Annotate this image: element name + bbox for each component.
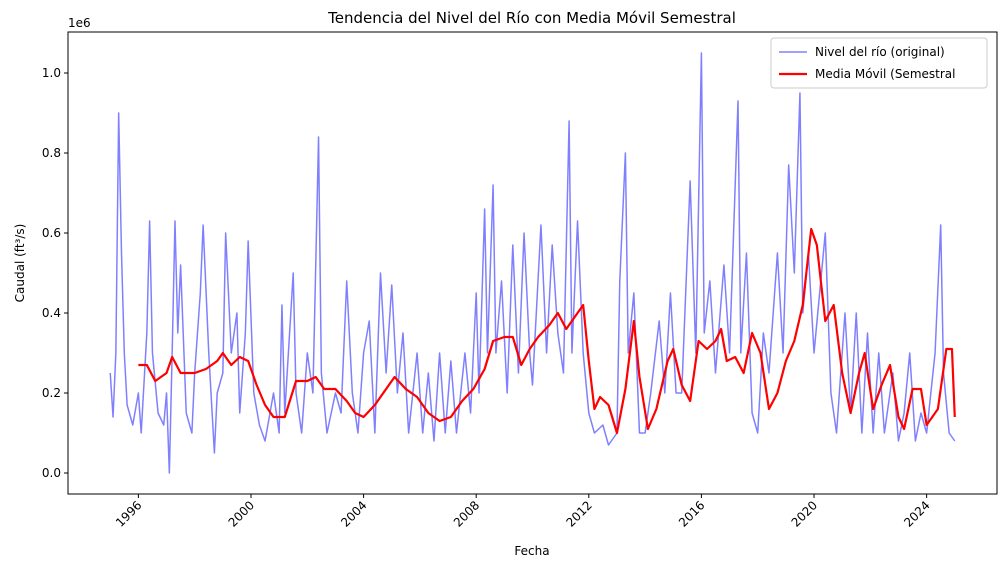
y-tick-label: 0.8 (42, 146, 61, 160)
x-tick-label: 1996 (113, 498, 144, 529)
x-tick-label: 2004 (338, 498, 369, 529)
y-offset-label: 1e6 (68, 16, 91, 30)
chart-title: Tendencia del Nivel del Río con Media Mó… (327, 9, 736, 27)
legend-box (770, 37, 988, 89)
legend-label: Media Móvil (Semestral (815, 67, 955, 81)
y-axis-label: Caudal (ft³/s) (13, 224, 27, 303)
x-tick-label: 2016 (676, 498, 707, 529)
y-tick-label: 0.4 (42, 306, 61, 320)
x-tick-label: 2024 (901, 498, 932, 529)
x-tick-label: 2020 (789, 498, 820, 529)
y-tick-label: 0.2 (42, 386, 61, 400)
legend-label: Nivel del río (original) (815, 45, 945, 59)
x-tick-label: 2000 (226, 498, 257, 529)
y-tick-label: 1.0 (42, 66, 61, 80)
series-line (109, 52, 956, 474)
x-axis-label: Fecha (514, 544, 549, 558)
y-tick-label: 0.6 (42, 226, 61, 240)
x-tick-label: 2012 (563, 498, 594, 529)
plot-frame (67, 31, 998, 495)
series-line (138, 227, 956, 435)
x-tick-label: 2008 (451, 498, 482, 529)
y-tick-label: 0.0 (42, 466, 61, 480)
